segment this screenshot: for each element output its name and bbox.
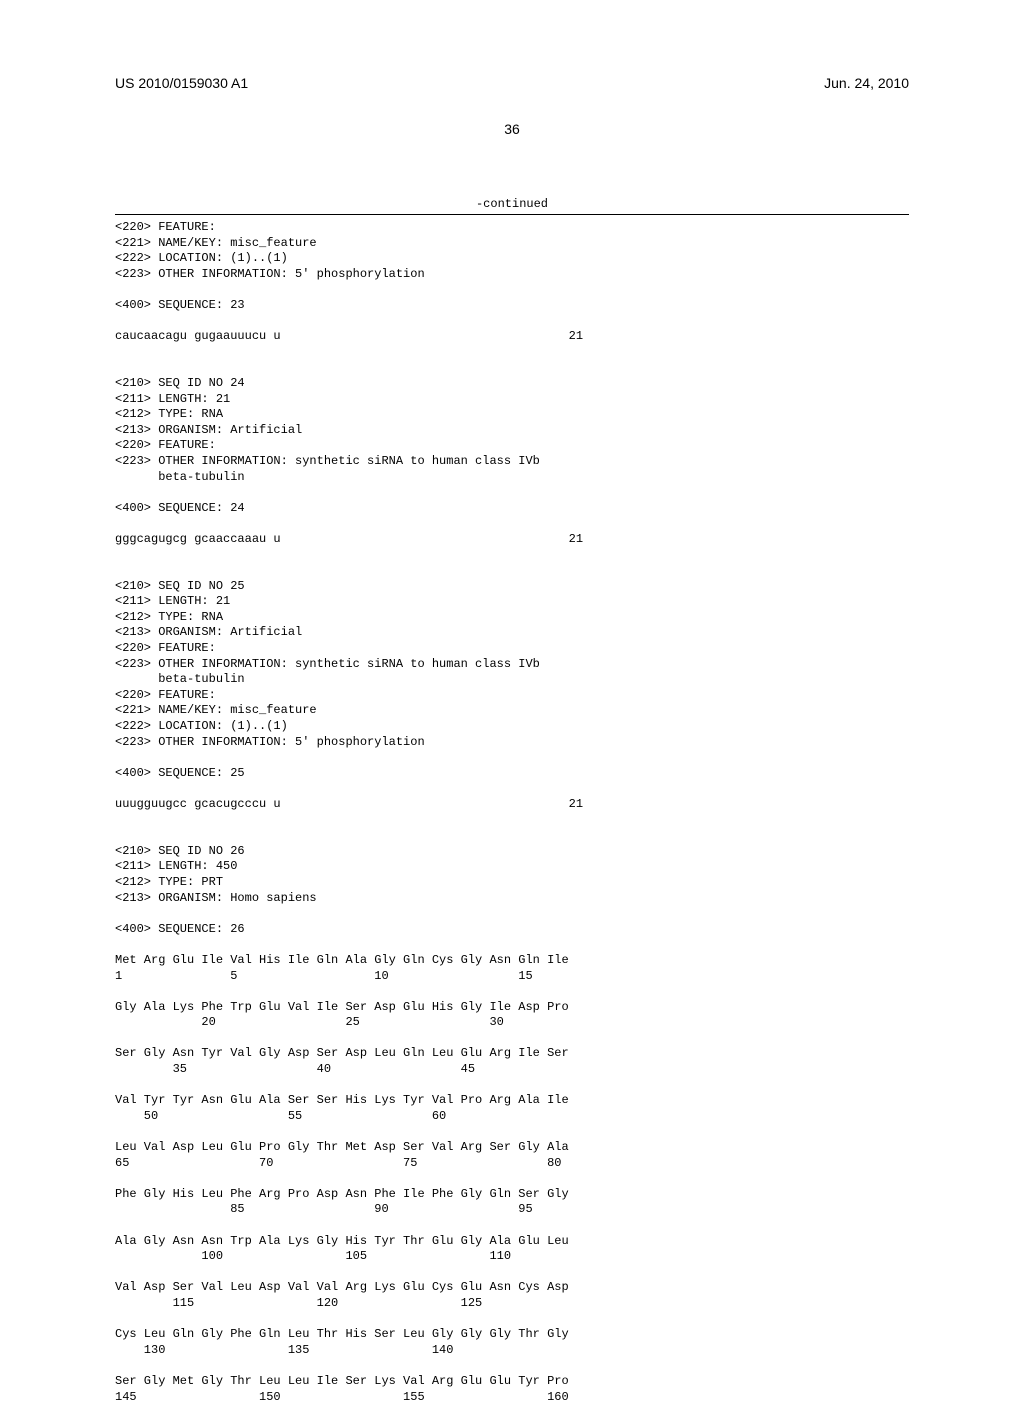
publication-number: US 2010/0159030 A1	[115, 75, 248, 91]
sequence-listing-content: <220> FEATURE: <221> NAME/KEY: misc_feat…	[115, 220, 909, 1421]
page-header: US 2010/0159030 A1 Jun. 24, 2010	[115, 75, 909, 91]
publication-date: Jun. 24, 2010	[824, 75, 909, 91]
page-number: 36	[115, 121, 909, 137]
divider-line	[115, 214, 909, 215]
continued-label: -continued	[115, 197, 909, 211]
